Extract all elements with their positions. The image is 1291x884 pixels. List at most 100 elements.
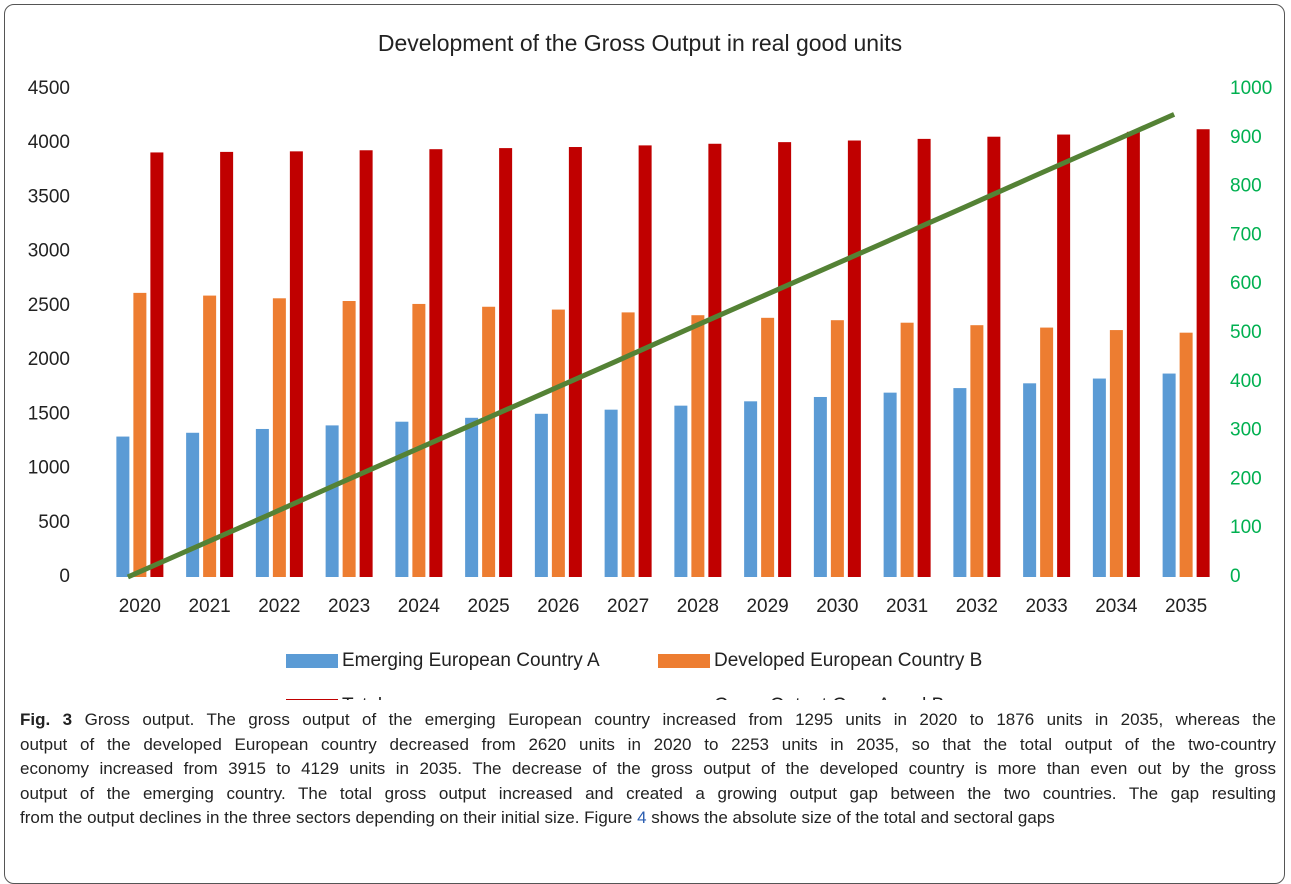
bar	[325, 425, 339, 577]
x-tick-label: 2024	[398, 596, 441, 617]
bar	[1092, 378, 1106, 577]
y-tick-label: 500	[38, 512, 70, 533]
bar	[465, 417, 479, 577]
caption: Fig. 3 Gross output. The gross output of…	[20, 708, 1276, 831]
caption-label: Fig. 3	[20, 710, 73, 729]
bar	[953, 388, 967, 577]
caption-line: output of the developed European country…	[20, 734, 1276, 754]
x-tick-label: 2033	[1025, 596, 1067, 617]
bar	[900, 322, 914, 577]
bar	[1040, 327, 1054, 577]
caption-text: Gross output. The gross output of the em…	[72, 710, 1276, 729]
bar	[133, 292, 147, 577]
bar	[116, 436, 130, 577]
x-tick-label: 2021	[188, 596, 230, 617]
y2-tick-label: 600	[1230, 273, 1262, 294]
y2-tick-label: 800	[1230, 176, 1262, 197]
bar	[761, 317, 775, 577]
y2-tick-label: 200	[1230, 468, 1262, 489]
legend-label: Gross Output Gap, A and B	[714, 695, 944, 700]
bar	[674, 405, 688, 577]
y-tick-label: 1000	[28, 458, 70, 479]
caption-text: shows the absolute size of the total and…	[646, 808, 1055, 828]
legend-label: Emerging European Country A	[342, 650, 600, 671]
chart: Development of the Gross Output in real …	[28, 30, 1272, 700]
bar	[551, 309, 565, 577]
bar	[150, 152, 164, 577]
legend-label: Developed European Country B	[714, 650, 982, 671]
bar	[917, 138, 931, 577]
y2-tick-label: 400	[1230, 371, 1262, 392]
bar	[1179, 332, 1193, 577]
bar	[604, 409, 618, 577]
bar	[987, 136, 1001, 577]
bar	[272, 298, 286, 577]
y2-tick-label: 0	[1230, 566, 1241, 587]
x-tick-label: 2025	[467, 596, 509, 617]
bar	[255, 428, 269, 577]
bar	[395, 421, 409, 577]
y-tick-label: 0	[59, 566, 70, 587]
bar	[289, 151, 303, 577]
y-tick-label: 1500	[28, 403, 70, 424]
bar	[1126, 131, 1140, 577]
y-tick-label: 4000	[28, 132, 70, 153]
bar	[1057, 134, 1071, 577]
y2-tick-label: 1000	[1230, 78, 1272, 99]
x-tick-label: 2031	[886, 596, 928, 617]
bar	[342, 301, 356, 577]
caption-line: output of the emerging country. The tota…	[20, 783, 1276, 803]
bar	[359, 150, 373, 577]
x-tick-label: 2028	[677, 596, 719, 617]
caption-text: from the output declines in the three se…	[20, 808, 638, 828]
legend-label: Total economy	[342, 695, 465, 700]
y2-tick-label: 900	[1230, 127, 1262, 148]
x-tick-label: 2029	[746, 596, 788, 617]
y2-tick-label: 100	[1230, 517, 1262, 538]
caption-line: Fig. 3 Gross output. The gross output of…	[20, 708, 1276, 733]
x-tick-label: 2030	[816, 596, 858, 617]
legend-swatch	[286, 699, 338, 700]
bar	[412, 303, 426, 577]
chart-title: Development of the Gross Output in real …	[378, 30, 902, 56]
bar	[744, 401, 758, 577]
x-tick-label: 2023	[328, 596, 370, 617]
bar	[847, 140, 861, 577]
figure-link[interactable]: 4	[637, 808, 647, 828]
caption-line: from the output declines in the three se…	[20, 806, 1276, 831]
y2-tick-label: 500	[1230, 322, 1262, 343]
x-tick-label: 2035	[1165, 596, 1207, 617]
line	[126, 112, 1176, 580]
x-tick-label: 2032	[956, 596, 998, 617]
y-tick-label: 3500	[28, 186, 70, 207]
bar	[621, 312, 635, 577]
bar	[220, 151, 234, 578]
bar	[1196, 129, 1210, 577]
bar	[708, 143, 722, 577]
bar	[534, 413, 548, 577]
x-tick-label: 2034	[1095, 596, 1138, 617]
bar	[883, 392, 897, 577]
x-tick-label: 2027	[607, 596, 649, 617]
bar	[970, 325, 984, 577]
bar	[429, 149, 443, 578]
bar	[568, 147, 582, 578]
caption-line: economy increased from 3915 to 4129 unit…	[20, 759, 1276, 779]
x-tick-label: 2020	[119, 596, 161, 617]
bar	[778, 142, 792, 578]
y2-tick-label: 700	[1230, 224, 1262, 245]
bar	[482, 306, 496, 577]
legend-swatch	[658, 654, 710, 668]
bar	[1162, 373, 1176, 577]
x-tick-label: 2026	[537, 596, 579, 617]
y-tick-label: 2500	[28, 295, 70, 316]
y-tick-label: 3000	[28, 241, 70, 262]
y-tick-label: 2000	[28, 349, 70, 370]
y2-tick-label: 300	[1230, 420, 1262, 441]
bar	[830, 320, 844, 577]
bar	[1023, 383, 1037, 577]
bar	[1109, 330, 1123, 577]
y-tick-label: 4500	[28, 78, 70, 99]
bar	[691, 315, 705, 577]
